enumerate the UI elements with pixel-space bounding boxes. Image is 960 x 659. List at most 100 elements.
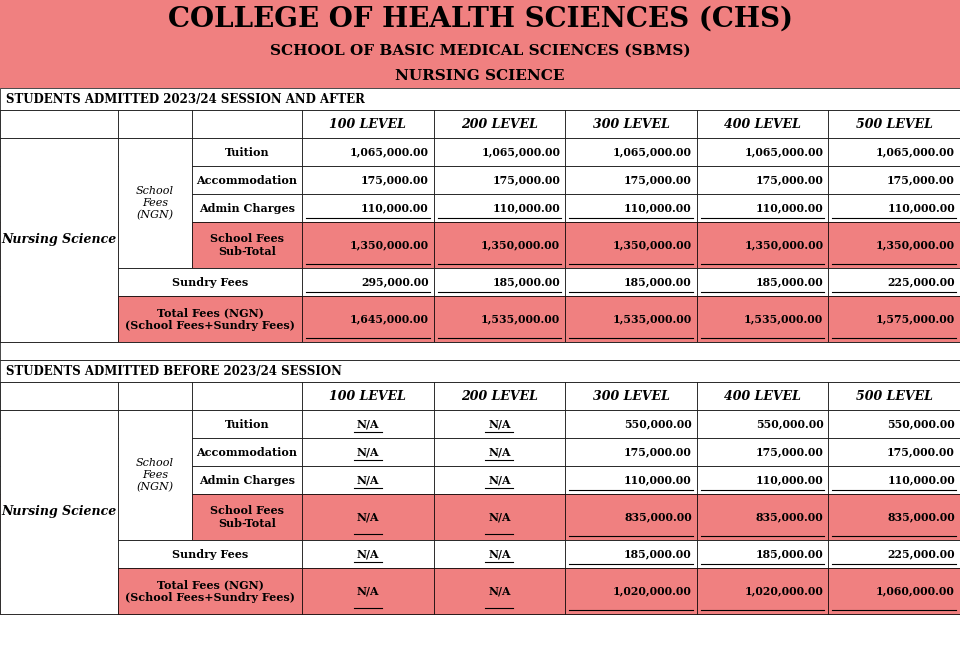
Text: 835,000.00: 835,000.00 bbox=[887, 511, 955, 523]
Bar bbox=[192, 110, 302, 138]
Bar bbox=[118, 296, 302, 342]
Text: School
Fees
(NGN): School Fees (NGN) bbox=[136, 186, 174, 220]
Bar bbox=[0, 438, 960, 466]
Text: 175,000.00: 175,000.00 bbox=[887, 447, 955, 457]
Bar bbox=[0, 568, 960, 614]
Text: 300 LEVEL: 300 LEVEL bbox=[592, 117, 669, 130]
Bar bbox=[828, 222, 960, 268]
Bar bbox=[192, 194, 302, 222]
Bar bbox=[118, 138, 192, 268]
Text: 1,575,000.00: 1,575,000.00 bbox=[876, 314, 955, 324]
Bar bbox=[0, 296, 960, 342]
Text: 1,065,000.00: 1,065,000.00 bbox=[612, 146, 692, 158]
Bar bbox=[828, 382, 960, 410]
Text: 185,000.00: 185,000.00 bbox=[624, 277, 692, 287]
Text: 1,350,000.00: 1,350,000.00 bbox=[876, 239, 955, 250]
Bar bbox=[434, 438, 565, 466]
Text: 400 LEVEL: 400 LEVEL bbox=[724, 389, 801, 403]
Bar bbox=[697, 540, 828, 568]
Text: Tuition: Tuition bbox=[225, 146, 270, 158]
Bar bbox=[0, 540, 960, 568]
Bar bbox=[434, 382, 565, 410]
Bar bbox=[697, 410, 828, 438]
Text: 1,535,000.00: 1,535,000.00 bbox=[481, 314, 561, 324]
Text: Admin Charges: Admin Charges bbox=[199, 202, 295, 214]
Bar bbox=[434, 494, 565, 540]
Text: STUDENTS ADMITTED BEFORE 2023/24 SESSION: STUDENTS ADMITTED BEFORE 2023/24 SESSION bbox=[6, 364, 342, 378]
Bar bbox=[0, 410, 960, 438]
Bar bbox=[565, 438, 697, 466]
Text: 185,000.00: 185,000.00 bbox=[756, 277, 824, 287]
Bar bbox=[828, 296, 960, 342]
Bar bbox=[697, 222, 828, 268]
Text: 225,000.00: 225,000.00 bbox=[887, 277, 955, 287]
Text: 175,000.00: 175,000.00 bbox=[624, 175, 692, 185]
Bar bbox=[565, 382, 697, 410]
Bar bbox=[565, 268, 697, 296]
Bar bbox=[828, 110, 960, 138]
Text: 550,000.00: 550,000.00 bbox=[624, 418, 692, 430]
Bar bbox=[565, 296, 697, 342]
Bar bbox=[434, 296, 565, 342]
Bar bbox=[434, 268, 565, 296]
Bar bbox=[828, 166, 960, 194]
Bar bbox=[0, 194, 960, 222]
Bar bbox=[0, 466, 960, 494]
Bar bbox=[302, 110, 434, 138]
Text: 200 LEVEL: 200 LEVEL bbox=[461, 389, 538, 403]
Text: Sundry Fees: Sundry Fees bbox=[172, 277, 248, 287]
Bar bbox=[118, 268, 302, 296]
Bar bbox=[434, 568, 565, 614]
Bar bbox=[697, 138, 828, 166]
Bar bbox=[828, 568, 960, 614]
Text: 175,000.00: 175,000.00 bbox=[887, 175, 955, 185]
Bar bbox=[118, 410, 192, 540]
Text: 200 LEVEL: 200 LEVEL bbox=[461, 117, 538, 130]
Bar bbox=[302, 466, 434, 494]
Bar bbox=[118, 568, 302, 614]
Text: N/A: N/A bbox=[488, 418, 511, 430]
Text: 100 LEVEL: 100 LEVEL bbox=[329, 117, 406, 130]
Text: Total Fees (NGN)
(School Fees+Sundry Fees): Total Fees (NGN) (School Fees+Sundry Fee… bbox=[125, 579, 295, 603]
Bar bbox=[302, 568, 434, 614]
Text: N/A: N/A bbox=[356, 418, 379, 430]
Text: 295,000.00: 295,000.00 bbox=[361, 277, 428, 287]
Bar bbox=[0, 268, 960, 296]
Text: 110,000.00: 110,000.00 bbox=[756, 474, 824, 486]
Text: Accommodation: Accommodation bbox=[197, 447, 298, 457]
Text: 225,000.00: 225,000.00 bbox=[887, 548, 955, 559]
Bar bbox=[697, 494, 828, 540]
Text: 1,350,000.00: 1,350,000.00 bbox=[612, 239, 692, 250]
Text: STUDENTS ADMITTED 2023/24 SESSION AND AFTER: STUDENTS ADMITTED 2023/24 SESSION AND AF… bbox=[6, 92, 365, 105]
Bar bbox=[697, 166, 828, 194]
Bar bbox=[0, 138, 118, 342]
Bar bbox=[434, 410, 565, 438]
Bar bbox=[565, 166, 697, 194]
Bar bbox=[0, 382, 960, 410]
Text: Admin Charges: Admin Charges bbox=[199, 474, 295, 486]
Bar bbox=[565, 466, 697, 494]
Text: N/A: N/A bbox=[356, 447, 379, 457]
Bar bbox=[434, 166, 565, 194]
Text: 1,065,000.00: 1,065,000.00 bbox=[349, 146, 428, 158]
Bar bbox=[697, 382, 828, 410]
Bar bbox=[302, 494, 434, 540]
Text: 835,000.00: 835,000.00 bbox=[756, 511, 824, 523]
Text: SCHOOL OF BASIC MEDICAL SCIENCES (SBMS): SCHOOL OF BASIC MEDICAL SCIENCES (SBMS) bbox=[270, 44, 690, 58]
Bar bbox=[0, 88, 960, 110]
Text: 1,350,000.00: 1,350,000.00 bbox=[349, 239, 428, 250]
Bar bbox=[192, 138, 302, 166]
Bar bbox=[697, 110, 828, 138]
Text: 1,020,000.00: 1,020,000.00 bbox=[745, 585, 824, 596]
Bar bbox=[0, 110, 960, 138]
Bar bbox=[192, 410, 302, 438]
Bar bbox=[0, 360, 960, 382]
Text: N/A: N/A bbox=[488, 548, 511, 559]
Bar bbox=[192, 494, 302, 540]
Bar bbox=[828, 540, 960, 568]
Bar bbox=[118, 110, 192, 138]
Text: Total Fees (NGN)
(School Fees+Sundry Fees): Total Fees (NGN) (School Fees+Sundry Fee… bbox=[125, 307, 295, 331]
Bar bbox=[192, 166, 302, 194]
Text: N/A: N/A bbox=[356, 548, 379, 559]
Text: 1,060,000.00: 1,060,000.00 bbox=[876, 585, 955, 596]
